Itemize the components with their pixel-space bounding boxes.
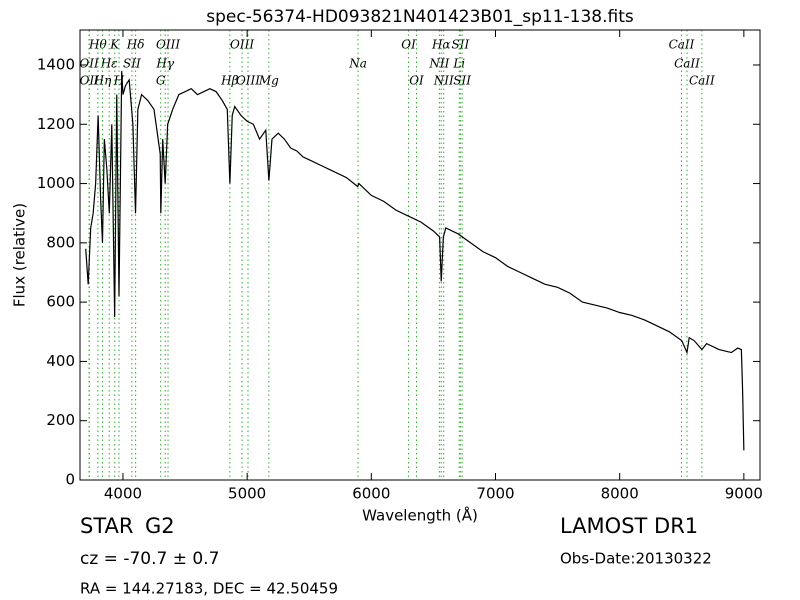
x-axis-label: Wavelength (Å) xyxy=(362,506,478,525)
spectral-line-label: OI xyxy=(401,38,416,52)
chart-title: spec-56374-HD093821N401423B01_sp11-138.f… xyxy=(206,7,634,27)
spectral-line-label: Hθ xyxy=(88,38,107,52)
spectral-line-label: SII xyxy=(123,57,141,71)
spectral-line-label: Hδ xyxy=(126,38,145,52)
spectral-line-label: SII xyxy=(452,38,470,52)
spectral-line-label: NII xyxy=(433,74,454,88)
spectral-line-label: CaII xyxy=(674,57,700,71)
y-tick-label: 400 xyxy=(46,352,75,370)
x-tick-label: 4000 xyxy=(104,485,142,503)
y-tick-label: 1200 xyxy=(37,115,75,133)
spectral-line-label: Hε xyxy=(100,57,118,71)
y-tick-label: 600 xyxy=(46,293,75,311)
spectral-line-label: Li xyxy=(452,57,465,71)
spectral-line-label: CaII xyxy=(689,74,715,88)
y-tick-label: 200 xyxy=(46,411,75,429)
x-tick-label: 5000 xyxy=(228,485,266,503)
class: STAR xyxy=(80,514,133,538)
spectral-line-label: Na xyxy=(348,57,367,71)
survey: LAMOST DR1 xyxy=(560,514,698,538)
x-tick-label: 6000 xyxy=(352,485,390,503)
y-tick-label: 0 xyxy=(65,471,75,489)
redshift: cz = -70.7 ± 0.7 xyxy=(80,549,219,569)
y-axis-label: Flux (relative) xyxy=(11,203,29,307)
spectrum-line xyxy=(85,70,745,451)
y-tick-label: 1400 xyxy=(37,55,75,73)
spectral-line-label: CaII xyxy=(669,38,695,52)
spectral-line-label: OIII xyxy=(156,38,180,52)
spectral-line-label: G xyxy=(156,74,166,88)
x-tick-label: 7000 xyxy=(476,485,514,503)
subclass: G2 xyxy=(145,514,175,538)
spectral-line-label: Hβ xyxy=(220,74,238,88)
spectral-line-label: Hη xyxy=(93,74,112,88)
spectral-line-label: K xyxy=(109,38,120,52)
y-tick-label: 800 xyxy=(46,233,75,251)
spectral-line-label: OII xyxy=(79,57,99,71)
spectral-line-label: OIII xyxy=(230,38,254,52)
spectral-line-label: SII xyxy=(453,74,471,88)
coordinates: RA = 144.27183, DEC = 42.50459 xyxy=(80,580,338,598)
plot-frame xyxy=(79,29,761,481)
obs-date: Obs-Date:20130322 xyxy=(560,550,712,568)
x-tick-label: 8000 xyxy=(601,485,639,503)
spectral-line-label: Hα xyxy=(431,38,451,52)
spectral-line-label: Hγ xyxy=(155,57,174,71)
spectral-line-label: OIII xyxy=(236,74,260,88)
y-tick-label: 1000 xyxy=(37,174,75,192)
x-tick-label: 9000 xyxy=(725,485,763,503)
spectral-line-label: OI xyxy=(409,74,424,88)
spectral-line-label: Mg xyxy=(258,74,279,88)
spectral-line-label: NII xyxy=(428,57,449,71)
spectral-line-label: OII xyxy=(80,74,100,88)
